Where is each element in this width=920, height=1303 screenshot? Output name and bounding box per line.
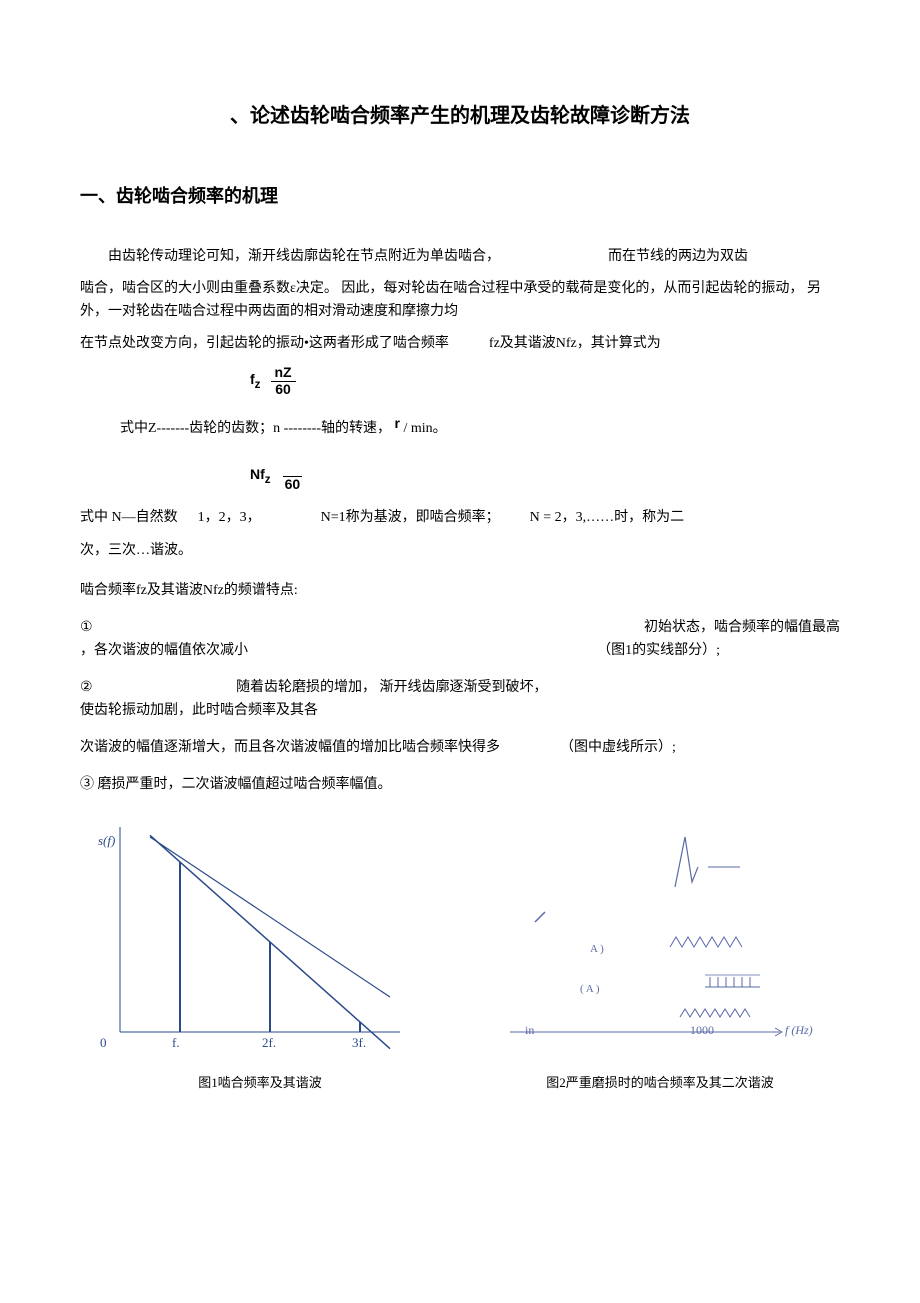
figure-1-chart: s(f) 0 f. 2f. 3f. — [80, 827, 420, 1057]
paragraph: 次，三次…谐波。 — [80, 540, 840, 562]
paragraph: 式中 N—自然数 1，2，3， N=1称为基波，即啮合频率； N = 2，3,…… — [80, 507, 840, 529]
paragraph: 在节点处改变方向，引起齿轮的振动•这两者形成了啮合频率 fz及其谐波Nfz，其计… — [80, 333, 840, 355]
text-fragment: 随着齿轮磨损的增加， 渐开线齿廓逐渐受到破坏， — [236, 680, 548, 695]
svg-text:in: in — [525, 1023, 534, 1037]
list-item: ③ 磨损严重时，二次谐波幅值超过啮合频率幅值。 — [80, 774, 840, 796]
text-fragment: 初始状态，啮合频率的幅值最高 — [644, 617, 840, 639]
text-fragment: 次谐波的幅值逐渐增大，而且各次谐波幅值的增加比啮合频率快得多 — [80, 737, 500, 759]
svg-text:2f.: 2f. — [262, 1035, 276, 1050]
text-fragment: N = 2，3,……时，称为二 — [530, 507, 685, 529]
text-fragment: 式中Z-------齿轮的齿数；n --------轴的转速， — [120, 421, 391, 436]
figures-row: s(f) 0 f. 2f. 3f. 图1啮合频率及其谐波 in 1000 f (Hz) A )… — [80, 827, 840, 1094]
text-fragment: ，各次谐波的幅值依次减小 — [80, 640, 248, 662]
figure-1: s(f) 0 f. 2f. 3f. 图1啮合频率及其谐波 — [80, 827, 440, 1094]
text-fragment: （图中虚线所示）; — [560, 737, 676, 759]
svg-text:1000: 1000 — [690, 1023, 714, 1037]
paragraph: 啮合，啮合区的大小则由重叠系数ε决定。 因此，每对轮齿在啮合过程中承受的载荷是变… — [80, 278, 840, 323]
formula-lhs: Nfz — [250, 463, 271, 489]
svg-text:A ): A ) — [590, 943, 604, 955]
text-fragment: 使齿轮振动加剧，此时啮合频率及其各 — [80, 700, 840, 722]
section-heading: 一、齿轮啮合频率的机理 — [80, 182, 840, 211]
text-fragment: / min。 — [403, 421, 446, 436]
svg-text:( A ): ( A ) — [580, 983, 600, 995]
figure-2-chart: in 1000 f (Hz) A ) ( A ) — [480, 827, 820, 1057]
svg-text:s(f): s(f) — [98, 833, 115, 848]
text-fragment: r — [394, 415, 399, 431]
svg-text:3f.: 3f. — [352, 1035, 366, 1050]
paragraph: 由齿轮传动理论可知，渐开线齿廓齿轮在节点附近为单齿啮合， 而在节线的两边为双齿 — [80, 246, 840, 268]
formula-lhs: fz — [250, 368, 261, 394]
figure-2: in 1000 f (Hz) A ) ( A ) 图2严重磨损时的啮合频率及其二次谐波 — [480, 827, 840, 1094]
document-title: 、论述齿轮啮合频率产生的机理及齿轮故障诊断方法 — [80, 100, 840, 132]
text-fragment: N=1称为基波，即啮合频率； — [321, 507, 500, 529]
figure-1-caption: 图1啮合频率及其谐波 — [80, 1073, 440, 1094]
svg-text:f.: f. — [172, 1035, 180, 1050]
text-fragment: （图1的实线部分）; — [597, 640, 720, 662]
text-fragment: ② — [80, 680, 93, 695]
variable-definition: 式中Z-------齿轮的齿数；n --------轴的转速， r / min。 — [120, 412, 840, 440]
numerator: nZ — [271, 365, 296, 381]
list-item: ① 初始状态，啮合频率的幅值最高 ，各次谐波的幅值依次减小 （图1的实线部分）; — [80, 617, 840, 662]
svg-text:0: 0 — [100, 1035, 107, 1050]
formula-fz: fz nZ 60 — [250, 365, 840, 397]
text-fragment: 而在节线的两边为双齿 — [580, 246, 748, 268]
text-fragment: ① — [80, 617, 93, 639]
formula-fraction: 60 — [281, 461, 305, 493]
text-fragment: 在节点处改变方向，引起齿轮的振动•这两者形成了啮合频率 — [80, 333, 449, 355]
paragraph: 次谐波的幅值逐渐增大，而且各次谐波幅值的增加比啮合频率快得多 （图中虚线所示）; — [80, 737, 840, 759]
formula-fraction: nZ 60 — [271, 365, 296, 397]
list-item: ② 随着齿轮磨损的增加， 渐开线齿廓逐渐受到破坏， 使齿轮振动加剧，此时啮合频率… — [80, 677, 840, 722]
svg-text:f (Hz): f (Hz) — [785, 1023, 813, 1037]
numerator — [283, 461, 303, 477]
text-fragment: 由齿轮传动理论可知，渐开线齿廓齿轮在节点附近为单齿啮合， — [80, 246, 500, 268]
text-fragment: 1，2，3， — [198, 507, 261, 529]
denominator: 60 — [271, 382, 295, 397]
text-fragment: fz及其谐波Nfz，其计算式为 — [489, 333, 661, 355]
denominator: 60 — [281, 477, 305, 492]
formula-nfz: Nfz 60 — [250, 461, 840, 493]
text-fragment: 式中 N—自然数 — [80, 507, 178, 529]
figure-2-caption: 图2严重磨损时的啮合频率及其二次谐波 — [480, 1073, 840, 1094]
paragraph: 啮合频率fz及其谐波Nfz的频谱特点: — [80, 580, 840, 602]
